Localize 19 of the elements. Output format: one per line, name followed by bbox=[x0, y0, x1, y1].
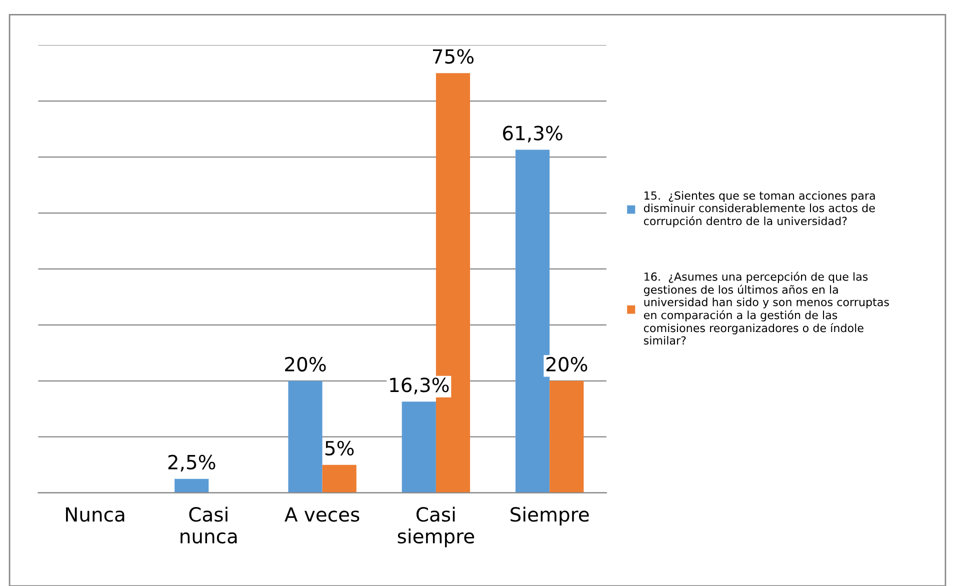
x-tick-label: Nunca bbox=[66, 507, 124, 522]
bar bbox=[550, 380, 584, 493]
bar bbox=[174, 478, 209, 493]
data-label: 5% bbox=[325, 440, 354, 456]
x-tick-label: Casi siempre bbox=[398, 506, 474, 548]
data-label: 61,3% bbox=[503, 126, 562, 142]
data-label: 20% bbox=[285, 356, 326, 372]
data-label: 75% bbox=[432, 49, 474, 64]
bar bbox=[288, 380, 322, 493]
x-tick-label: Siempre bbox=[510, 506, 589, 526]
x-tick-label: Casi nunca bbox=[180, 506, 237, 544]
data-label: 16,3% bbox=[390, 378, 449, 394]
legend-label: 16. ¿Asumes una percepción de que las gestiones de los últimos años en la universidad han sido y son menos corruptas en comparación a la gestión de las comisiones reorganizadores o de índole similar? bbox=[644, 272, 889, 345]
bar bbox=[402, 402, 436, 493]
bar bbox=[322, 464, 356, 493]
x-tick-label: A veces bbox=[284, 507, 360, 522]
data-label: 20% bbox=[546, 356, 588, 372]
legend-label: 15. ¿Sientes que se toman acciones para disminuir considerablemente los actos de corrupción dentro de la universidad? bbox=[644, 191, 875, 228]
data-label: 2,5% bbox=[168, 454, 216, 472]
